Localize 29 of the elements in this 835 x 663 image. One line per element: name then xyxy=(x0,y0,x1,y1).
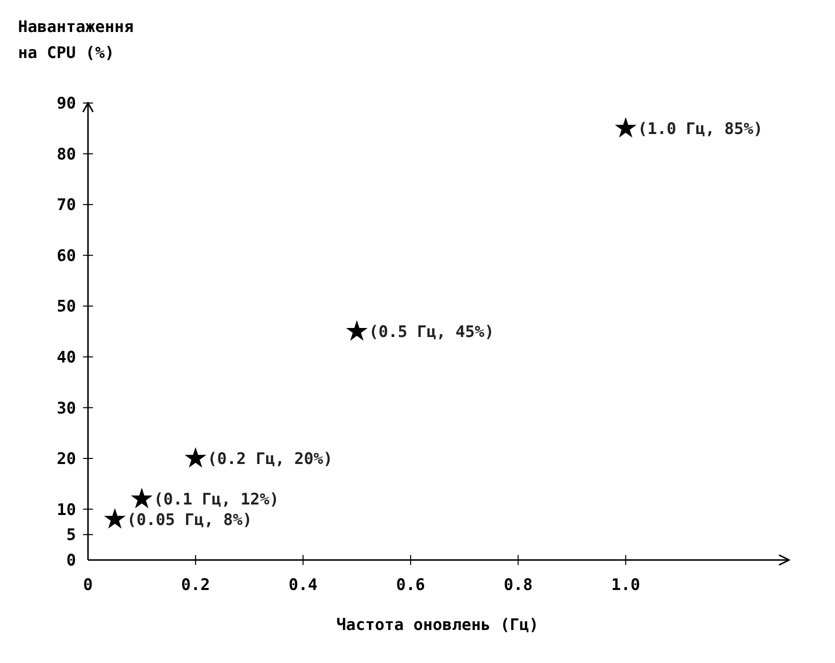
y-tick-label: 30 xyxy=(56,398,76,418)
point xyxy=(106,510,124,528)
y-tick-label: 80 xyxy=(56,144,76,164)
y-tick-label: 70 xyxy=(56,195,76,214)
y-tick-label: 50 xyxy=(56,296,76,316)
y-tick-label: 10 xyxy=(56,500,76,519)
x-axis-title: Частота оновлень (Гц) xyxy=(336,615,539,634)
y-axis-title: Навантаження на CPU (%) xyxy=(18,17,134,62)
y-tick-label: 5 xyxy=(66,525,76,544)
point xyxy=(348,322,366,340)
point xyxy=(132,489,152,508)
data-label: (1.0 Гц, 85%) xyxy=(638,118,763,138)
y-tick-label: 60 xyxy=(56,246,76,265)
x-tick-label: 0.8 xyxy=(504,575,533,594)
data-label: (0.2 Гц, 20%) xyxy=(208,449,333,468)
data-label: (0.1 Гц, 12%) xyxy=(154,490,280,509)
x-tick-label: 0.4 xyxy=(288,575,318,594)
point xyxy=(186,448,205,466)
data-label: (0.5 Гц, 45%) xyxy=(368,322,494,342)
y-tick-label: 90 xyxy=(56,94,76,113)
y-tick-label: 20 xyxy=(56,449,76,468)
point xyxy=(616,118,635,136)
y-tick-label: 0 xyxy=(66,550,76,570)
x-tick-label: 0.6 xyxy=(396,575,426,594)
x-tick-label: 1.0 xyxy=(611,575,640,594)
y-tick-label: 40 xyxy=(56,347,76,366)
x-tick-label: 0.2 xyxy=(181,575,210,594)
data-label: (0.05 Гц, 8%) xyxy=(126,510,252,529)
x-tick-label: 0 xyxy=(83,575,93,594)
